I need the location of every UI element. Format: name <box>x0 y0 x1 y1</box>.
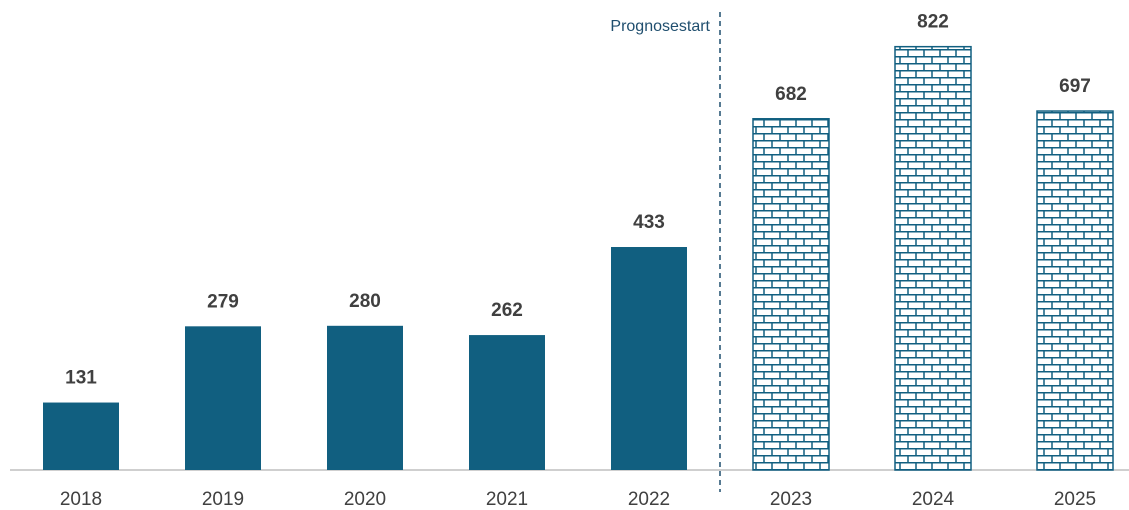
bar <box>43 402 119 470</box>
data-label: 433 <box>633 212 665 233</box>
x-tick-label: 2022 <box>628 489 670 510</box>
data-label: 131 <box>65 368 97 389</box>
bar <box>1036 110 1114 471</box>
x-tick-label: 2020 <box>344 489 386 510</box>
x-tick-label: 2021 <box>486 489 528 510</box>
x-tick-label: 2019 <box>202 489 244 510</box>
data-label: 822 <box>917 12 949 33</box>
data-label: 682 <box>775 84 807 105</box>
bar <box>611 247 687 470</box>
data-label: 280 <box>349 291 381 312</box>
data-label: 279 <box>207 291 239 312</box>
bar <box>752 118 830 471</box>
bar <box>185 326 261 470</box>
annotation: Prognosestart <box>610 18 710 35</box>
x-tick-label: 2025 <box>1054 489 1096 510</box>
x-tick-label: 2023 <box>770 489 812 510</box>
data-label: 262 <box>491 300 523 321</box>
bar <box>327 325 403 470</box>
x-tick-label: 2024 <box>912 489 955 510</box>
bar <box>894 45 972 471</box>
bar <box>469 335 545 470</box>
data-label: 697 <box>1059 76 1091 97</box>
x-tick-label: 2018 <box>60 489 102 510</box>
